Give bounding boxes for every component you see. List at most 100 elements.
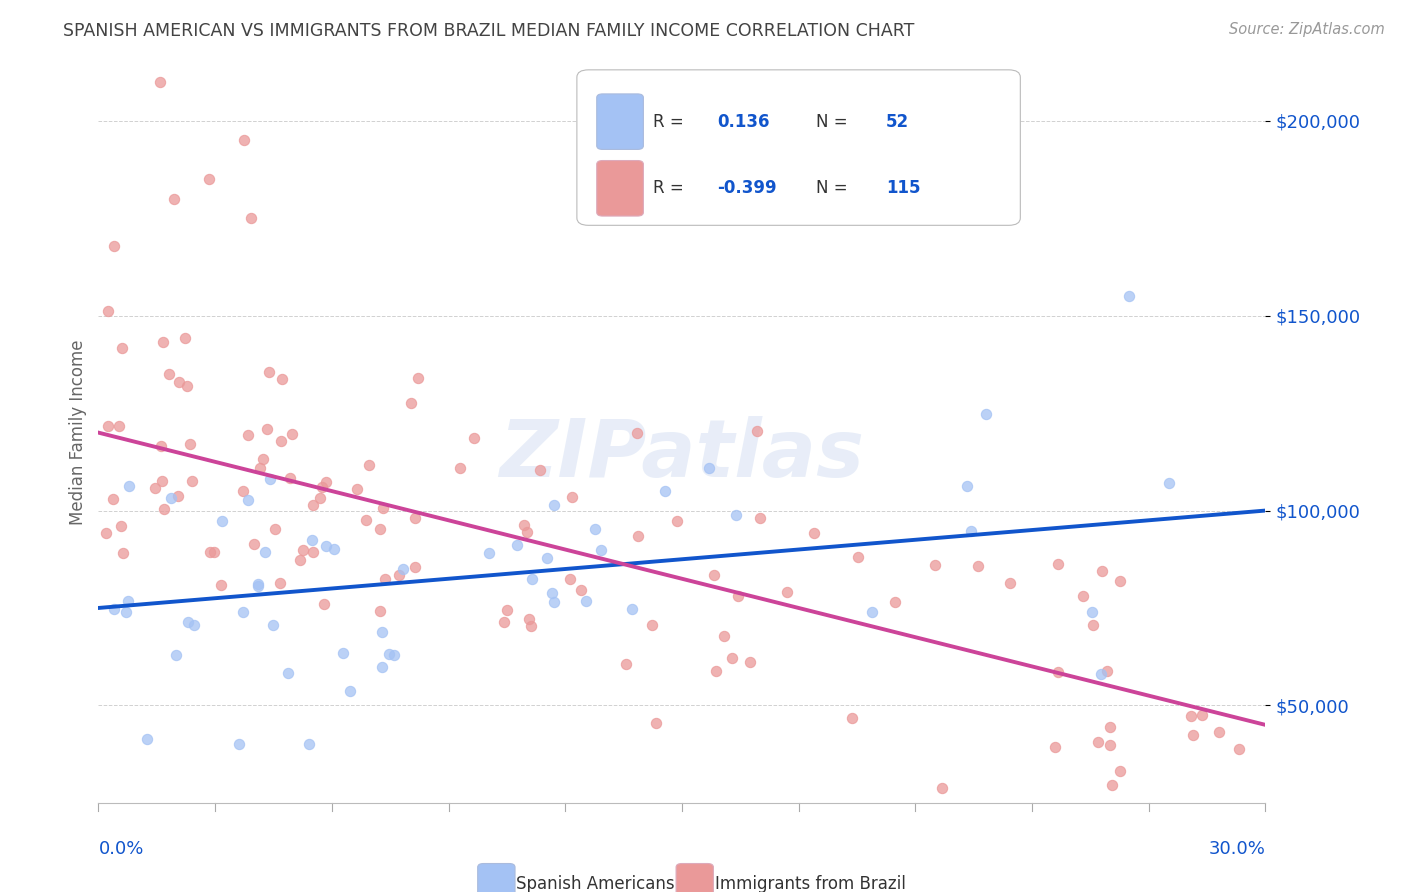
Point bbox=[392, 562, 415, 576]
Point bbox=[236, 492, 259, 507]
Point bbox=[162, 192, 184, 206]
Point bbox=[96, 525, 118, 540]
Point bbox=[135, 732, 157, 747]
Point bbox=[404, 560, 426, 574]
Point bbox=[322, 542, 344, 557]
Point bbox=[513, 518, 536, 533]
Point bbox=[332, 646, 354, 660]
Point bbox=[1108, 574, 1130, 588]
Point bbox=[478, 546, 501, 560]
Point bbox=[589, 543, 612, 558]
Point bbox=[150, 439, 173, 453]
Point bbox=[228, 737, 250, 751]
Point bbox=[262, 618, 284, 632]
Point bbox=[956, 479, 979, 493]
Point bbox=[665, 514, 688, 528]
Point bbox=[583, 522, 606, 536]
Point bbox=[197, 172, 219, 186]
Point bbox=[704, 665, 727, 679]
Point bbox=[721, 650, 744, 665]
Point bbox=[204, 545, 226, 559]
Point bbox=[1095, 664, 1118, 678]
Point bbox=[614, 657, 637, 672]
Point bbox=[492, 615, 515, 629]
Point bbox=[1090, 666, 1112, 681]
Point bbox=[247, 577, 270, 591]
Point bbox=[516, 524, 538, 539]
Point bbox=[117, 594, 139, 608]
Point bbox=[368, 522, 391, 536]
Text: Spanish Americans: Spanish Americans bbox=[516, 875, 675, 892]
FancyBboxPatch shape bbox=[596, 94, 644, 150]
Point bbox=[315, 475, 337, 489]
Point bbox=[1091, 564, 1114, 578]
Point bbox=[359, 458, 381, 472]
Text: 52: 52 bbox=[886, 112, 910, 130]
Point bbox=[176, 379, 198, 393]
Point bbox=[747, 425, 769, 439]
Point bbox=[278, 471, 301, 485]
Point bbox=[97, 418, 120, 433]
Point bbox=[449, 460, 471, 475]
Point bbox=[404, 511, 426, 525]
Point bbox=[1087, 735, 1109, 749]
Point bbox=[1157, 476, 1180, 491]
Text: R =: R = bbox=[652, 112, 683, 130]
Point bbox=[841, 711, 863, 725]
Point bbox=[314, 597, 336, 611]
Point bbox=[803, 525, 825, 540]
FancyBboxPatch shape bbox=[576, 70, 1021, 226]
Point bbox=[259, 472, 281, 486]
Text: 0.136: 0.136 bbox=[717, 112, 769, 130]
Point bbox=[103, 492, 125, 507]
Point bbox=[727, 589, 749, 603]
Point bbox=[974, 408, 997, 422]
Point bbox=[298, 737, 321, 751]
Point bbox=[270, 372, 292, 386]
Point bbox=[520, 572, 543, 586]
Point bbox=[118, 479, 141, 493]
Point bbox=[1043, 739, 1066, 754]
Text: 30.0%: 30.0% bbox=[1209, 840, 1265, 858]
Point bbox=[302, 498, 325, 512]
Point bbox=[924, 558, 946, 572]
Text: Source: ZipAtlas.com: Source: ZipAtlas.com bbox=[1229, 22, 1385, 37]
Point bbox=[110, 519, 132, 533]
Point bbox=[1181, 728, 1204, 742]
Point bbox=[243, 537, 266, 551]
Point bbox=[569, 582, 592, 597]
Point bbox=[543, 595, 565, 609]
Point bbox=[374, 572, 396, 586]
Point bbox=[1229, 742, 1251, 756]
Point bbox=[256, 422, 278, 436]
Point bbox=[315, 539, 337, 553]
Point bbox=[399, 395, 422, 409]
Point bbox=[1071, 590, 1094, 604]
Point bbox=[176, 615, 198, 629]
Point bbox=[1191, 708, 1213, 723]
Point bbox=[960, 524, 983, 539]
Point bbox=[169, 376, 191, 390]
Point bbox=[931, 780, 953, 795]
Point bbox=[246, 579, 269, 593]
Point bbox=[368, 604, 391, 618]
Point bbox=[776, 585, 799, 599]
Point bbox=[253, 545, 276, 559]
Point bbox=[112, 546, 135, 560]
Point bbox=[1099, 738, 1122, 752]
Point bbox=[160, 491, 183, 505]
Point bbox=[846, 549, 869, 564]
Point bbox=[627, 529, 650, 543]
Point bbox=[621, 602, 644, 616]
Text: -0.399: -0.399 bbox=[717, 179, 776, 197]
Point bbox=[1208, 725, 1230, 739]
Point bbox=[384, 648, 406, 663]
Point bbox=[713, 629, 735, 643]
Point bbox=[463, 431, 485, 445]
Point bbox=[703, 568, 725, 582]
Point bbox=[301, 533, 323, 547]
Point bbox=[239, 211, 262, 226]
Point bbox=[406, 370, 429, 384]
Point bbox=[157, 368, 180, 382]
Point bbox=[520, 619, 543, 633]
